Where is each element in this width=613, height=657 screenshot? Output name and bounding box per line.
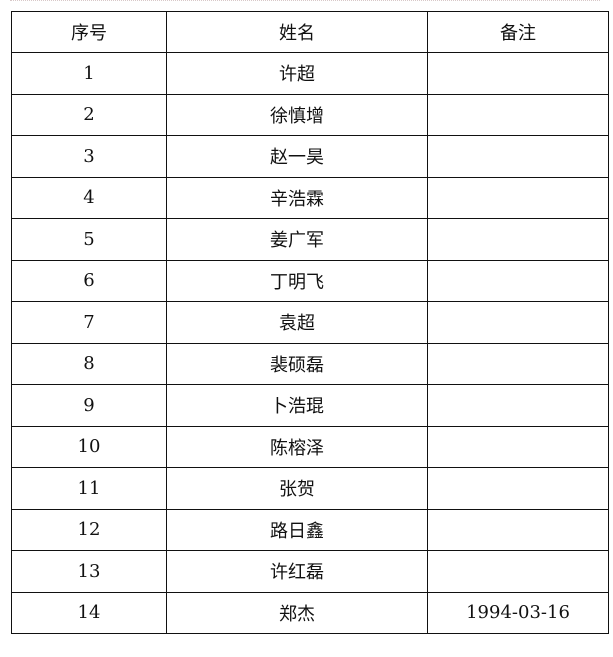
cell-name: 郑杰 — [166, 591, 428, 634]
roster-table: 序号 姓名 备注 1 许超 2 徐慎增 3 赵一昊 4 辛浩霖 5 姜广军 6 丁明飞 7 袁超 8 裴硕磊 9… — [11, 11, 609, 634]
cell-number: 2 — [11, 93, 167, 136]
table-row: 10 陈榕泽 — [11, 425, 609, 468]
table-row: 2 徐慎增 — [11, 93, 609, 136]
cell-name: 裴硕磊 — [166, 342, 428, 385]
top-border-remnant — [10, 0, 600, 3]
cell-name: 丁明飞 — [166, 259, 428, 302]
cell-number: 7 — [11, 301, 167, 344]
cell-number: 10 — [11, 425, 167, 468]
header-notes: 备注 — [427, 11, 609, 53]
cell-notes — [427, 52, 609, 95]
table-row: 3 赵一昊 — [11, 135, 609, 178]
table-row: 9 卜浩琨 — [11, 384, 609, 427]
cell-notes — [427, 135, 609, 178]
table-row: 6 丁明飞 — [11, 259, 609, 302]
cell-notes — [427, 425, 609, 468]
header-number: 序号 — [11, 11, 167, 53]
cell-number: 1 — [11, 52, 167, 95]
cell-number: 5 — [11, 218, 167, 261]
cell-notes — [427, 93, 609, 136]
cell-name: 辛浩霖 — [166, 176, 428, 219]
cell-number: 11 — [11, 467, 167, 510]
cell-notes — [427, 384, 609, 427]
cell-name: 许超 — [166, 52, 428, 95]
cell-notes — [427, 550, 609, 593]
cell-number: 4 — [11, 176, 167, 219]
cell-number: 13 — [11, 550, 167, 593]
header-name: 姓名 — [166, 11, 428, 53]
table-row: 14 郑杰 1994-03-16 — [11, 591, 609, 634]
cell-notes: 1994-03-16 — [427, 591, 609, 634]
table-row: 5 姜广军 — [11, 218, 609, 261]
cell-name: 袁超 — [166, 301, 428, 344]
cell-notes — [427, 176, 609, 219]
table-header-row: 序号 姓名 备注 — [11, 11, 609, 53]
table-row: 13 许红磊 — [11, 550, 609, 593]
cell-notes — [427, 467, 609, 510]
cell-number: 12 — [11, 508, 167, 551]
cell-number: 14 — [11, 591, 167, 634]
cell-name: 赵一昊 — [166, 135, 428, 178]
cell-name: 许红磊 — [166, 550, 428, 593]
cell-name: 姜广军 — [166, 218, 428, 261]
cell-name: 张贺 — [166, 467, 428, 510]
cell-notes — [427, 301, 609, 344]
table-row: 1 许超 — [11, 52, 609, 95]
table-row: 4 辛浩霖 — [11, 176, 609, 219]
cell-name: 徐慎增 — [166, 93, 428, 136]
table-row: 12 路日鑫 — [11, 508, 609, 551]
cell-name: 路日鑫 — [166, 508, 428, 551]
cell-name: 陈榕泽 — [166, 425, 428, 468]
cell-number: 9 — [11, 384, 167, 427]
cell-number: 8 — [11, 342, 167, 385]
cell-notes — [427, 508, 609, 551]
cell-number: 6 — [11, 259, 167, 302]
cell-number: 3 — [11, 135, 167, 178]
table-row: 7 袁超 — [11, 301, 609, 344]
cell-notes — [427, 218, 609, 261]
cell-notes — [427, 259, 609, 302]
table-row: 8 裴硕磊 — [11, 342, 609, 385]
cell-name: 卜浩琨 — [166, 384, 428, 427]
cell-notes — [427, 342, 609, 385]
table-row: 11 张贺 — [11, 467, 609, 510]
